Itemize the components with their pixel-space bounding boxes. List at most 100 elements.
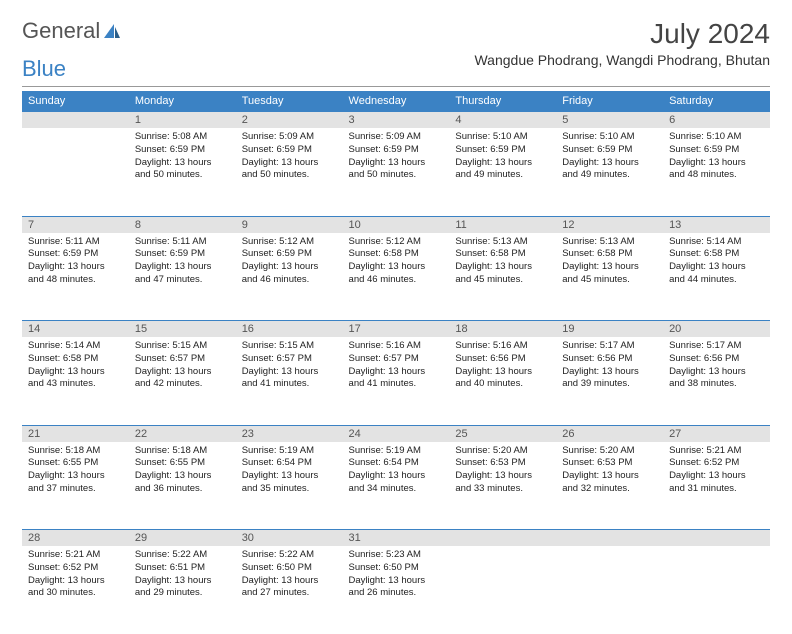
day-number-cell: 23 bbox=[236, 425, 343, 442]
sunset-text: Sunset: 6:50 PM bbox=[242, 562, 337, 575]
sunset-text: Sunset: 6:59 PM bbox=[242, 248, 337, 261]
day-number-cell: 5 bbox=[556, 112, 663, 129]
sunset-text: Sunset: 6:59 PM bbox=[669, 144, 764, 157]
day-number-cell: 27 bbox=[663, 425, 770, 442]
sunrise-text: Sunrise: 5:08 AM bbox=[135, 131, 230, 144]
day-content-cell: Sunrise: 5:08 AMSunset: 6:59 PMDaylight:… bbox=[129, 128, 236, 216]
sunrise-text: Sunrise: 5:11 AM bbox=[135, 236, 230, 249]
sunset-text: Sunset: 6:54 PM bbox=[242, 457, 337, 470]
day-number-cell bbox=[22, 112, 129, 129]
daylight-text: Daylight: 13 hours and 38 minutes. bbox=[669, 366, 764, 392]
location-text: Wangdue Phodrang, Wangdi Phodrang, Bhuta… bbox=[474, 52, 770, 68]
day-number-cell: 28 bbox=[22, 530, 129, 547]
day-content-cell: Sunrise: 5:16 AMSunset: 6:57 PMDaylight:… bbox=[343, 337, 450, 425]
daynum-row: 14151617181920 bbox=[22, 321, 770, 338]
sunset-text: Sunset: 6:58 PM bbox=[455, 248, 550, 261]
daylight-text: Daylight: 13 hours and 36 minutes. bbox=[135, 470, 230, 496]
sunset-text: Sunset: 6:56 PM bbox=[455, 353, 550, 366]
day-content-cell: Sunrise: 5:20 AMSunset: 6:53 PMDaylight:… bbox=[556, 442, 663, 530]
sunrise-text: Sunrise: 5:11 AM bbox=[28, 236, 123, 249]
daylight-text: Daylight: 13 hours and 34 minutes. bbox=[349, 470, 444, 496]
daylight-text: Daylight: 13 hours and 27 minutes. bbox=[242, 575, 337, 601]
sunset-text: Sunset: 6:57 PM bbox=[242, 353, 337, 366]
sunrise-text: Sunrise: 5:17 AM bbox=[562, 340, 657, 353]
daylight-text: Daylight: 13 hours and 29 minutes. bbox=[135, 575, 230, 601]
day-number-cell bbox=[449, 530, 556, 547]
day-content-cell: Sunrise: 5:22 AMSunset: 6:51 PMDaylight:… bbox=[129, 546, 236, 634]
sunrise-text: Sunrise: 5:20 AM bbox=[455, 445, 550, 458]
daylight-text: Daylight: 13 hours and 40 minutes. bbox=[455, 366, 550, 392]
day-content-cell: Sunrise: 5:14 AMSunset: 6:58 PMDaylight:… bbox=[22, 337, 129, 425]
day-content-cell: Sunrise: 5:17 AMSunset: 6:56 PMDaylight:… bbox=[556, 337, 663, 425]
daylight-text: Daylight: 13 hours and 35 minutes. bbox=[242, 470, 337, 496]
day-number-cell: 9 bbox=[236, 216, 343, 233]
sunset-text: Sunset: 6:56 PM bbox=[562, 353, 657, 366]
day-header-row: Sunday Monday Tuesday Wednesday Thursday… bbox=[22, 91, 770, 112]
day-number-cell: 12 bbox=[556, 216, 663, 233]
daylight-text: Daylight: 13 hours and 26 minutes. bbox=[349, 575, 444, 601]
sunset-text: Sunset: 6:53 PM bbox=[562, 457, 657, 470]
day-number-cell: 13 bbox=[663, 216, 770, 233]
day-content-cell: Sunrise: 5:16 AMSunset: 6:56 PMDaylight:… bbox=[449, 337, 556, 425]
day-content-cell bbox=[556, 546, 663, 634]
day-content-cell bbox=[22, 128, 129, 216]
day-number-cell: 6 bbox=[663, 112, 770, 129]
sunrise-text: Sunrise: 5:16 AM bbox=[349, 340, 444, 353]
day-number-cell: 21 bbox=[22, 425, 129, 442]
day-number-cell: 16 bbox=[236, 321, 343, 338]
logo: General bbox=[22, 18, 122, 44]
day-content-cell: Sunrise: 5:09 AMSunset: 6:59 PMDaylight:… bbox=[236, 128, 343, 216]
sunrise-text: Sunrise: 5:22 AM bbox=[135, 549, 230, 562]
day-content-cell: Sunrise: 5:09 AMSunset: 6:59 PMDaylight:… bbox=[343, 128, 450, 216]
day-content-cell: Sunrise: 5:23 AMSunset: 6:50 PMDaylight:… bbox=[343, 546, 450, 634]
logo-text-blue: Blue bbox=[22, 56, 66, 82]
content-row: Sunrise: 5:11 AMSunset: 6:59 PMDaylight:… bbox=[22, 233, 770, 321]
content-row: Sunrise: 5:08 AMSunset: 6:59 PMDaylight:… bbox=[22, 128, 770, 216]
month-title: July 2024 bbox=[474, 18, 770, 50]
sunrise-text: Sunrise: 5:19 AM bbox=[242, 445, 337, 458]
day-content-cell: Sunrise: 5:15 AMSunset: 6:57 PMDaylight:… bbox=[129, 337, 236, 425]
daylight-text: Daylight: 13 hours and 46 minutes. bbox=[242, 261, 337, 287]
day-number-cell: 14 bbox=[22, 321, 129, 338]
day-content-cell: Sunrise: 5:13 AMSunset: 6:58 PMDaylight:… bbox=[449, 233, 556, 321]
day-number-cell: 11 bbox=[449, 216, 556, 233]
daylight-text: Daylight: 13 hours and 30 minutes. bbox=[28, 575, 123, 601]
daylight-text: Daylight: 13 hours and 39 minutes. bbox=[562, 366, 657, 392]
daylight-text: Daylight: 13 hours and 50 minutes. bbox=[135, 157, 230, 183]
sunset-text: Sunset: 6:59 PM bbox=[135, 144, 230, 157]
sunrise-text: Sunrise: 5:10 AM bbox=[562, 131, 657, 144]
day-number-cell bbox=[556, 530, 663, 547]
sunrise-text: Sunrise: 5:13 AM bbox=[455, 236, 550, 249]
daynum-row: 123456 bbox=[22, 112, 770, 129]
day-number-cell bbox=[663, 530, 770, 547]
daylight-text: Daylight: 13 hours and 49 minutes. bbox=[455, 157, 550, 183]
day-content-cell: Sunrise: 5:20 AMSunset: 6:53 PMDaylight:… bbox=[449, 442, 556, 530]
day-header: Tuesday bbox=[236, 91, 343, 112]
sunset-text: Sunset: 6:54 PM bbox=[349, 457, 444, 470]
sunrise-text: Sunrise: 5:14 AM bbox=[669, 236, 764, 249]
sunset-text: Sunset: 6:59 PM bbox=[455, 144, 550, 157]
day-number-cell: 4 bbox=[449, 112, 556, 129]
day-content-cell: Sunrise: 5:11 AMSunset: 6:59 PMDaylight:… bbox=[129, 233, 236, 321]
day-content-cell: Sunrise: 5:12 AMSunset: 6:58 PMDaylight:… bbox=[343, 233, 450, 321]
daylight-text: Daylight: 13 hours and 47 minutes. bbox=[135, 261, 230, 287]
day-content-cell: Sunrise: 5:11 AMSunset: 6:59 PMDaylight:… bbox=[22, 233, 129, 321]
sunset-text: Sunset: 6:59 PM bbox=[562, 144, 657, 157]
sunrise-text: Sunrise: 5:09 AM bbox=[349, 131, 444, 144]
daylight-text: Daylight: 13 hours and 32 minutes. bbox=[562, 470, 657, 496]
daylight-text: Daylight: 13 hours and 48 minutes. bbox=[669, 157, 764, 183]
day-content-cell: Sunrise: 5:21 AMSunset: 6:52 PMDaylight:… bbox=[663, 442, 770, 530]
content-row: Sunrise: 5:21 AMSunset: 6:52 PMDaylight:… bbox=[22, 546, 770, 634]
daynum-row: 78910111213 bbox=[22, 216, 770, 233]
sunset-text: Sunset: 6:59 PM bbox=[349, 144, 444, 157]
content-row: Sunrise: 5:18 AMSunset: 6:55 PMDaylight:… bbox=[22, 442, 770, 530]
day-number-cell: 10 bbox=[343, 216, 450, 233]
sunrise-text: Sunrise: 5:12 AM bbox=[349, 236, 444, 249]
daylight-text: Daylight: 13 hours and 42 minutes. bbox=[135, 366, 230, 392]
sunrise-text: Sunrise: 5:10 AM bbox=[669, 131, 764, 144]
sunset-text: Sunset: 6:56 PM bbox=[669, 353, 764, 366]
content-row: Sunrise: 5:14 AMSunset: 6:58 PMDaylight:… bbox=[22, 337, 770, 425]
day-number-cell: 1 bbox=[129, 112, 236, 129]
day-content-cell: Sunrise: 5:18 AMSunset: 6:55 PMDaylight:… bbox=[22, 442, 129, 530]
sunset-text: Sunset: 6:57 PM bbox=[349, 353, 444, 366]
